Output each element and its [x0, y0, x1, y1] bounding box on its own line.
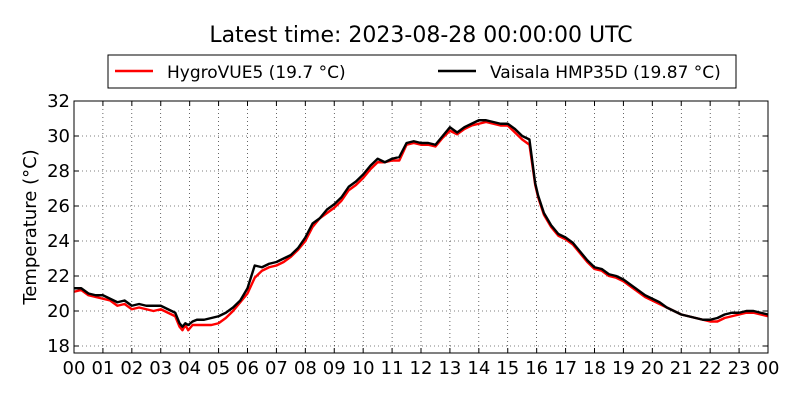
x-tick-label: 04	[178, 358, 201, 379]
x-tick-label: 23	[728, 358, 751, 379]
legend-box	[107, 54, 737, 89]
axes: 00 01 02 03 04 05 06 07 08 09 10 11 12 13 14 15 16 17 18 19…	[47, 91, 779, 379]
x-tick-label: 02	[120, 358, 143, 379]
series-line-vaisala	[74, 119, 769, 328]
y-tick-label: 22	[47, 266, 70, 287]
x-tick-label: 07	[265, 358, 288, 379]
x-tick-label: 12	[410, 358, 433, 379]
x-tick-label: 19	[612, 358, 635, 379]
y-tick-label: 30	[47, 126, 70, 147]
x-tick-label: 03	[149, 358, 172, 379]
x-tick-label: 10	[352, 358, 375, 379]
x-tick-label: 01	[91, 358, 114, 379]
series-line-hygrovue5	[73, 120, 769, 332]
x-tick-label: 15	[496, 358, 519, 379]
x-tick-label: 22	[699, 358, 722, 379]
y-tick-label: 20	[47, 301, 70, 322]
plot-frame	[73, 100, 769, 354]
y-axis-label: Temperature (°C)	[20, 149, 41, 305]
x-tick-label: 21	[670, 358, 693, 379]
x-tick-label: 05	[207, 358, 230, 379]
x-tick-label: 14	[467, 358, 490, 379]
legend: HygroVUE5 (19.7 °C) Vaisala HMP35D (19.8…	[107, 54, 737, 89]
x-tick-label: 20	[641, 358, 664, 379]
x-tick-label: 06	[236, 358, 259, 379]
y-tick-label: 26	[47, 196, 70, 217]
y-tick-label: 18	[47, 336, 70, 357]
x-tick-label: 09	[323, 358, 346, 379]
chart-title: Latest time: 2023-08-28 00:00:00 UTC	[209, 23, 632, 48]
x-tick-label: 00	[757, 358, 780, 379]
legend-label-hygrovue5: HygroVUE5 (19.7 °C)	[167, 63, 346, 83]
x-tick-label: 16	[525, 358, 548, 379]
x-tick-label: 18	[583, 358, 606, 379]
y-tick-label: 24	[47, 231, 70, 252]
x-tick-label: 08	[294, 358, 317, 379]
x-tick-label: 13	[438, 358, 461, 379]
x-tick-label: 00	[63, 358, 86, 379]
x-tick-label: 17	[554, 358, 577, 379]
legend-label-vaisala: Vaisala HMP35D (19.87 °C)	[490, 63, 721, 83]
series-layer	[73, 119, 769, 332]
y-tick-label: 28	[47, 161, 70, 182]
grid	[74, 101, 768, 353]
x-tick-label: 11	[381, 358, 404, 379]
y-tick-label: 32	[47, 91, 70, 112]
